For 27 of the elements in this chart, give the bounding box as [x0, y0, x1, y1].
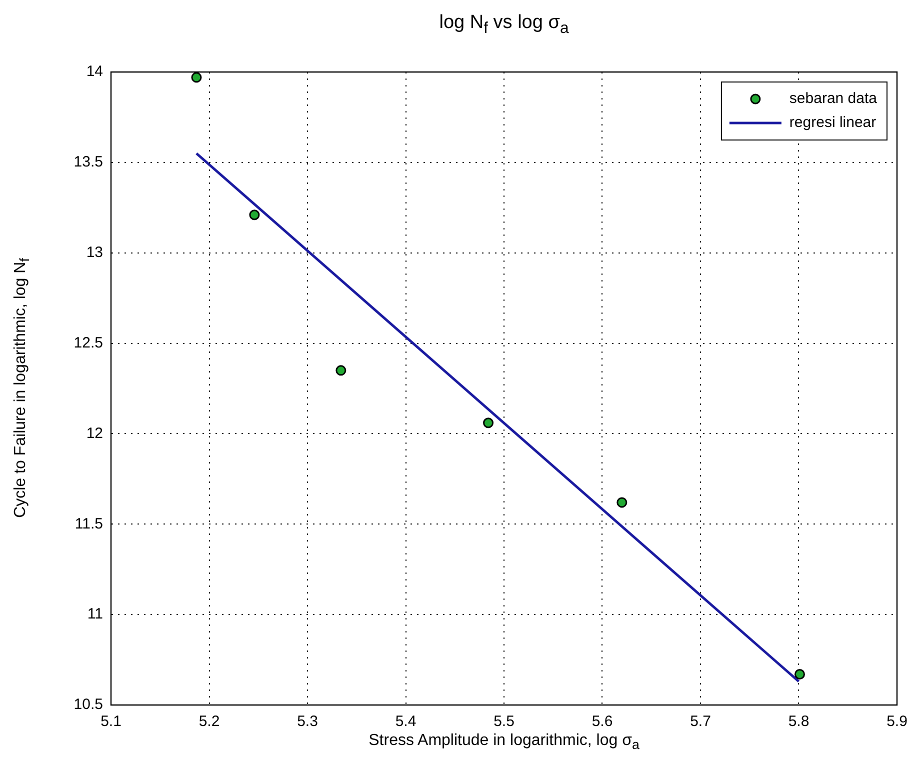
x-tick-label: 5.7 [690, 713, 711, 730]
x-axis-title: Stress Amplitude in logarithmic, log σ$_{a}$ [368, 732, 640, 752]
point [616, 497, 628, 508]
point [483, 418, 494, 428]
x-tick-label: 5.6 [592, 713, 613, 730]
y-tick-label: 14 [86, 63, 103, 80]
point [249, 210, 260, 220]
chart-title: log N$_{f}$ vs log σ$_{a}$ [438, 12, 570, 38]
x-tick-label: 5.3 [297, 713, 318, 730]
x-tick-label: 5.8 [788, 713, 810, 730]
point [794, 669, 805, 680]
x-tick-label: 5.5 [494, 713, 514, 730]
legend-label: sebaran data [789, 90, 878, 108]
x-tick-label: 5.1 [100, 713, 122, 730]
y-tick-label: 13.5 [74, 154, 103, 171]
y-tick-label: 12 [86, 424, 103, 442]
point [191, 72, 202, 83]
y-tick-label: 13 [86, 244, 103, 261]
x-tick-label: 5.4 [395, 713, 416, 730]
x-tick-label: 5.2 [198, 713, 220, 730]
y-tick-label: 12.5 [74, 334, 103, 352]
legend-label: regresi linear [789, 114, 876, 132]
y-tick-label: 10.5 [74, 696, 103, 714]
x-tick-label: 5.9 [886, 713, 908, 730]
y-tick-label: 11 [87, 606, 103, 623]
point [336, 365, 346, 376]
y-tick-label: 11.5 [74, 515, 103, 532]
